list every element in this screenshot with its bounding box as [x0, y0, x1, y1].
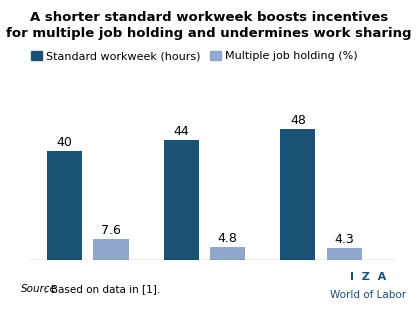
Bar: [210, 247, 245, 260]
Text: World of Labor: World of Labor: [330, 290, 406, 300]
Text: 4.8: 4.8: [218, 232, 238, 244]
Text: 40: 40: [56, 136, 72, 149]
Bar: [327, 248, 362, 260]
Text: 7.6: 7.6: [101, 224, 121, 237]
Bar: [163, 140, 199, 260]
Legend: Standard workweek (hours), Multiple job holding (%): Standard workweek (hours), Multiple job …: [31, 51, 358, 61]
Bar: [280, 129, 315, 260]
Text: A shorter standard workweek boosts incentives: A shorter standard workweek boosts incen…: [30, 11, 388, 24]
Text: 48: 48: [290, 114, 306, 127]
Bar: [94, 239, 128, 260]
Text: Source: Source: [21, 284, 57, 294]
Text: I  Z  A: I Z A: [350, 272, 386, 282]
Text: 44: 44: [173, 125, 189, 138]
Text: for multiple job holding and undermines work sharing: for multiple job holding and undermines …: [6, 27, 412, 40]
Text: : Based on data in [1].: : Based on data in [1].: [44, 284, 160, 294]
Bar: [47, 151, 82, 260]
Text: 4.3: 4.3: [335, 233, 354, 246]
